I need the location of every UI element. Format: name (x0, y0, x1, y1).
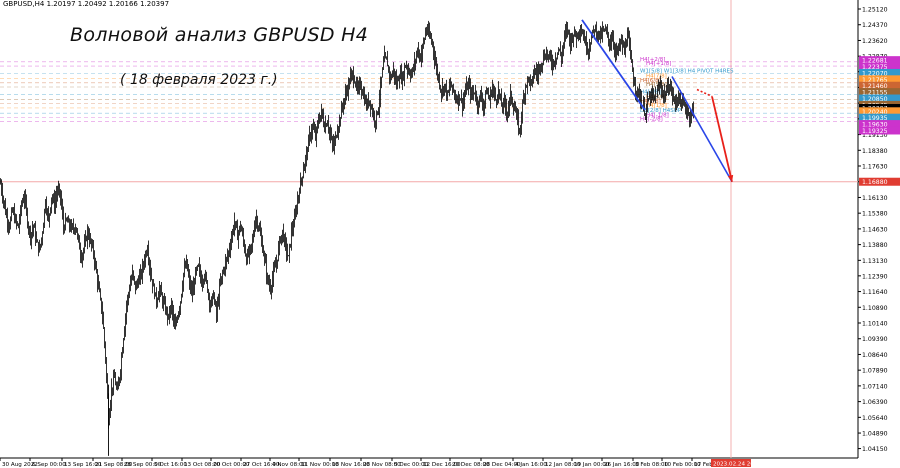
x-tick-label: 18 Nov 16:00 (332, 462, 370, 468)
y-tick-label: 1.16130 (862, 195, 888, 202)
price-tag (859, 56, 900, 65)
x-tick-label: 5 Dec 00:00 (394, 462, 429, 468)
x-tick-label: 3 Feb 08:00 (635, 462, 669, 468)
y-tick-label: 1.10140 (862, 321, 888, 328)
price-tag-label: 1.19325 (862, 128, 888, 135)
price-tag-label: 1.19935 (862, 115, 888, 122)
y-tick-label: 1.25120 (862, 7, 888, 14)
y-tick-label: 1.07890 (862, 368, 888, 375)
wave-line-1 (581, 19, 646, 111)
y-tick-label: 1.06390 (862, 399, 888, 406)
x-tick-label: 28 Dec 04:00 (483, 462, 521, 468)
x-tick-label: 28 Nov 08:00 (363, 462, 401, 468)
future-time-tag (711, 459, 751, 467)
x-tick-label: 21 Sep 08:00 (95, 462, 133, 468)
chart-title: Волновой анализ GBPUSD H4 (70, 24, 369, 46)
x-tick-label: 13 Sep 16:00 (64, 462, 102, 468)
price-tag-label: 1.20240 (862, 109, 888, 116)
y-tick-label: 1.04150 (862, 446, 888, 453)
pivot-label: H4[+2/8] (640, 57, 665, 63)
pivot-label: D1[2/8] H4SUP (640, 108, 682, 114)
y-tick-label: 1.12390 (862, 273, 888, 280)
symbol-header: GBPUSD,H4 1.20197 1.20492 1.20166 1.2039… (3, 0, 170, 8)
y-tick-label: 1.04890 (862, 431, 888, 438)
chart-subtitle: ( 18 февраля 2023 г.) (120, 72, 278, 88)
price-tag (859, 120, 900, 129)
x-tick-label: 11 Nov 00:00 (301, 462, 339, 468)
y-tick-label: 1.17630 (862, 164, 888, 171)
price-tag-label: 1.22070 (862, 70, 888, 77)
y-tick-label: 1.13880 (862, 242, 888, 249)
y-tick-label: 1.15380 (862, 211, 888, 218)
y-tick-label: 1.23620 (862, 38, 888, 45)
x-tick-label: 28 Sep 00:00 (124, 462, 162, 468)
pivot-label: H4[3/8] (646, 95, 667, 101)
price-tag (859, 68, 900, 77)
y-tick-label: 1.11640 (862, 289, 888, 296)
x-tick-label: 13 Oct 08:00 (184, 462, 221, 468)
x-tick-label: 20 Oct 00:00 (213, 462, 250, 468)
price-tag (859, 75, 900, 84)
x-tick-label: 5 Oct 16:00 (154, 462, 187, 468)
x-tick-label: 6 Sep 00:00 (32, 462, 66, 468)
pivot-label: H4[-2/8] (640, 117, 663, 123)
price-tag (859, 88, 900, 97)
y-tick-label: 1.18380 (862, 148, 888, 155)
forecast-arrowhead (727, 174, 734, 182)
pivot-label: H4[5/8] (646, 82, 667, 88)
pivot-label: H4[-1/8] (646, 112, 669, 118)
y-tick-label: 1.13130 (862, 258, 888, 265)
pivot-label: H4[7/8] (646, 74, 667, 80)
price-tag-label: 1.21460 (862, 83, 888, 90)
price-tag (859, 107, 900, 116)
x-tick-label: 30 Aug 2022 (2, 462, 38, 468)
forecast-dotted-arrow (696, 88, 713, 98)
forecast-arrow (711, 96, 733, 182)
x-tick-label: 27 Oct 16:00 (243, 462, 280, 468)
y-tick-label: 1.07140 (862, 383, 888, 390)
wave-line-2 (671, 76, 733, 183)
price-tag-label: 1.19630 (862, 122, 888, 129)
price-tag (859, 81, 900, 90)
price-tag-label: 1.22375 (862, 64, 888, 71)
future-time-label: 2023.02.24 20:00 (713, 462, 763, 468)
y-tick-label: 1.24370 (862, 22, 888, 29)
x-tick-label: 4 Jan 16:00 (515, 462, 547, 468)
x-tick-label: 12 Jan 08:00 (545, 462, 581, 468)
pivot-label: H4[1/8] (646, 103, 667, 109)
pivot-label: H4[6/8] (640, 78, 661, 84)
price-tag-label: 1.16880 (862, 179, 888, 186)
y-tick-label: 1.08640 (862, 352, 888, 359)
x-tick-label: 26 Jan 16:00 (604, 462, 640, 468)
x-tick-label: 4 Nov 08:00 (272, 462, 307, 468)
pivot-label: W1[5/8] W1[3/8] H4 PIVOT H4RES (640, 68, 734, 74)
y-tick-label: 1.09390 (862, 336, 888, 343)
price-tag (859, 62, 900, 71)
x-tick-label: 10 Feb 00:00 (664, 462, 701, 468)
price-tag-label: 1.22681 (862, 58, 888, 65)
price-tag-label: 1.21155 (862, 90, 888, 97)
price-tag (859, 113, 900, 122)
price-tag (859, 126, 900, 135)
price-tag (859, 94, 900, 103)
plot-area (0, 0, 858, 458)
x-tick-label: 20 Dec 08:00 (452, 462, 490, 468)
price-tag (859, 177, 900, 186)
price-tag-label: 1.20850 (862, 96, 888, 103)
pivot-label: H4[+1/8] (646, 61, 671, 67)
y-tick-label: 1.14630 (862, 226, 888, 233)
x-tick-label: 12 Dec 16:00 (423, 462, 461, 468)
x-tick-label: 19 Jan 00:00 (574, 462, 610, 468)
y-tick-label: 1.10890 (862, 305, 888, 312)
y-tick-label: 1.05640 (862, 415, 888, 422)
price-tag-label: 1.21765 (862, 77, 888, 84)
y-tick-label: 1.19130 (862, 132, 888, 139)
